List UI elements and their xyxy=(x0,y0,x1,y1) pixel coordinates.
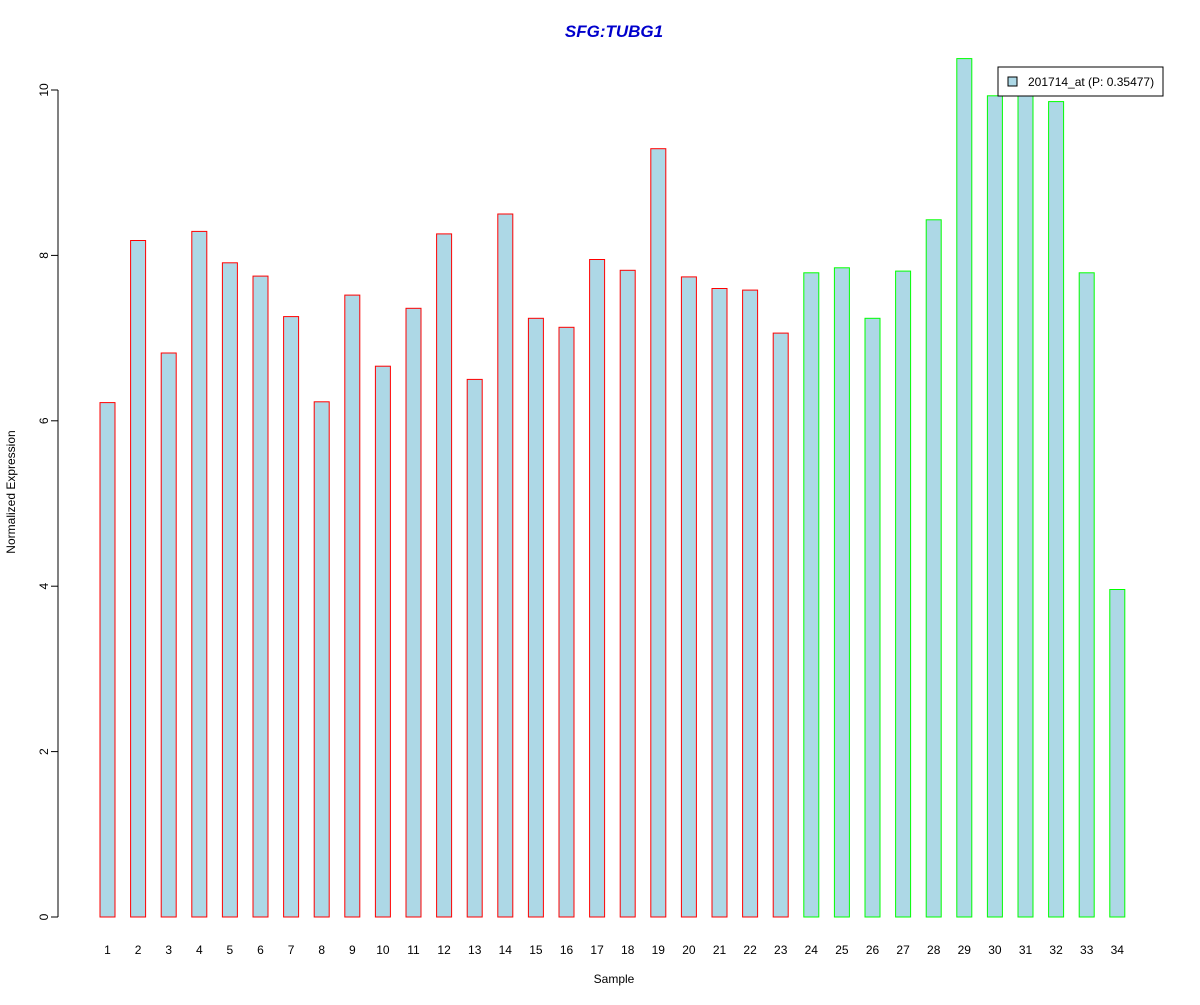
x-tick-label: 8 xyxy=(318,943,325,957)
bar-17 xyxy=(589,259,606,918)
bar-24 xyxy=(803,272,820,918)
x-tick-label: 17 xyxy=(590,943,604,957)
bar-7 xyxy=(283,316,300,918)
x-tick-label: 34 xyxy=(1111,943,1125,957)
x-tick-label: 9 xyxy=(349,943,356,957)
x-tick-label: 3 xyxy=(165,943,172,957)
x-tick-label: 1 xyxy=(104,943,111,957)
x-tick-label: 33 xyxy=(1080,943,1094,957)
legend-box xyxy=(997,66,1164,97)
bar-19 xyxy=(650,148,667,918)
x-tick-label: 14 xyxy=(499,943,513,957)
bar-28 xyxy=(925,219,942,918)
x-tick-label: 27 xyxy=(896,943,910,957)
y-tick-label: 10 xyxy=(37,83,51,97)
bar-29 xyxy=(956,58,973,918)
bar-11 xyxy=(405,307,422,918)
bar-22 xyxy=(742,289,759,918)
bar-31 xyxy=(1017,92,1034,918)
x-tick-label: 15 xyxy=(529,943,543,957)
y-tick-label: 0 xyxy=(37,913,51,920)
x-tick-label: 25 xyxy=(835,943,849,957)
x-tick-label: 28 xyxy=(927,943,941,957)
x-tick-label: 10 xyxy=(376,943,390,957)
bar-4 xyxy=(191,230,208,918)
y-tick-label: 6 xyxy=(37,417,51,424)
bar-8 xyxy=(313,401,330,918)
bar-34 xyxy=(1109,589,1126,918)
y-axis: 0 2 4 6 8 10 xyxy=(37,83,59,920)
x-tick-label: 31 xyxy=(1019,943,1033,957)
y-axis-title: Normalized Expression xyxy=(4,430,18,553)
x-axis-title: Sample xyxy=(594,972,635,986)
x-tick-label: 20 xyxy=(682,943,696,957)
x-tick-label: 24 xyxy=(805,943,819,957)
bar-27 xyxy=(895,270,912,918)
bar-25 xyxy=(833,267,850,918)
bar-21 xyxy=(711,288,728,918)
bar-33 xyxy=(1078,272,1095,918)
x-tick-label: 22 xyxy=(743,943,757,957)
x-tick-label: 19 xyxy=(652,943,666,957)
bar-30 xyxy=(986,95,1003,918)
x-tick-label: 29 xyxy=(958,943,972,957)
bar-20 xyxy=(680,276,697,918)
x-tick-label: 5 xyxy=(227,943,234,957)
y-tick-label: 2 xyxy=(37,748,51,755)
x-tick-label: 13 xyxy=(468,943,482,957)
x-tick-label: 6 xyxy=(257,943,264,957)
bar-23 xyxy=(772,332,789,918)
bar-6 xyxy=(252,275,269,918)
legend-swatch xyxy=(1007,76,1018,87)
legend-label: 201714_at (P: 0.35477) xyxy=(1028,75,1154,89)
x-axis: 1 2 3 4 5 6 7 8 9 10 11 12 13 14 15 16 17 18 19 20 21 22 23 24 2… xyxy=(104,943,1124,957)
bar-32 xyxy=(1048,101,1065,918)
x-tick-label: 2 xyxy=(135,943,142,957)
x-tick-label: 18 xyxy=(621,943,635,957)
bar-14 xyxy=(497,213,514,918)
x-tick-label: 23 xyxy=(774,943,788,957)
x-tick-label: 32 xyxy=(1049,943,1063,957)
bar-3 xyxy=(160,352,177,918)
bar-16 xyxy=(558,326,575,918)
x-tick-label: 30 xyxy=(988,943,1002,957)
bar-1 xyxy=(99,402,116,918)
y-tick-label: 8 xyxy=(37,252,51,259)
x-tick-label: 21 xyxy=(713,943,727,957)
x-tick-label: 7 xyxy=(288,943,295,957)
bars xyxy=(99,58,1126,918)
x-tick-label: 16 xyxy=(560,943,574,957)
bar-9 xyxy=(344,294,361,918)
chart-title: SFG:TUBG1 xyxy=(565,22,663,41)
x-tick-label: 12 xyxy=(437,943,451,957)
x-tick-label: 11 xyxy=(407,943,420,957)
bar-18 xyxy=(619,269,636,918)
legend: 201714_at (P: 0.35477) xyxy=(997,66,1164,97)
x-tick-label: 26 xyxy=(866,943,880,957)
y-tick-label: 4 xyxy=(37,583,51,590)
bar-5 xyxy=(221,262,238,918)
bar-2 xyxy=(130,240,147,918)
bar-13 xyxy=(466,378,483,918)
bar-12 xyxy=(436,233,453,918)
bar-10 xyxy=(374,365,391,918)
bar-26 xyxy=(864,317,881,918)
x-tick-label: 4 xyxy=(196,943,203,957)
bar-15 xyxy=(527,317,544,918)
